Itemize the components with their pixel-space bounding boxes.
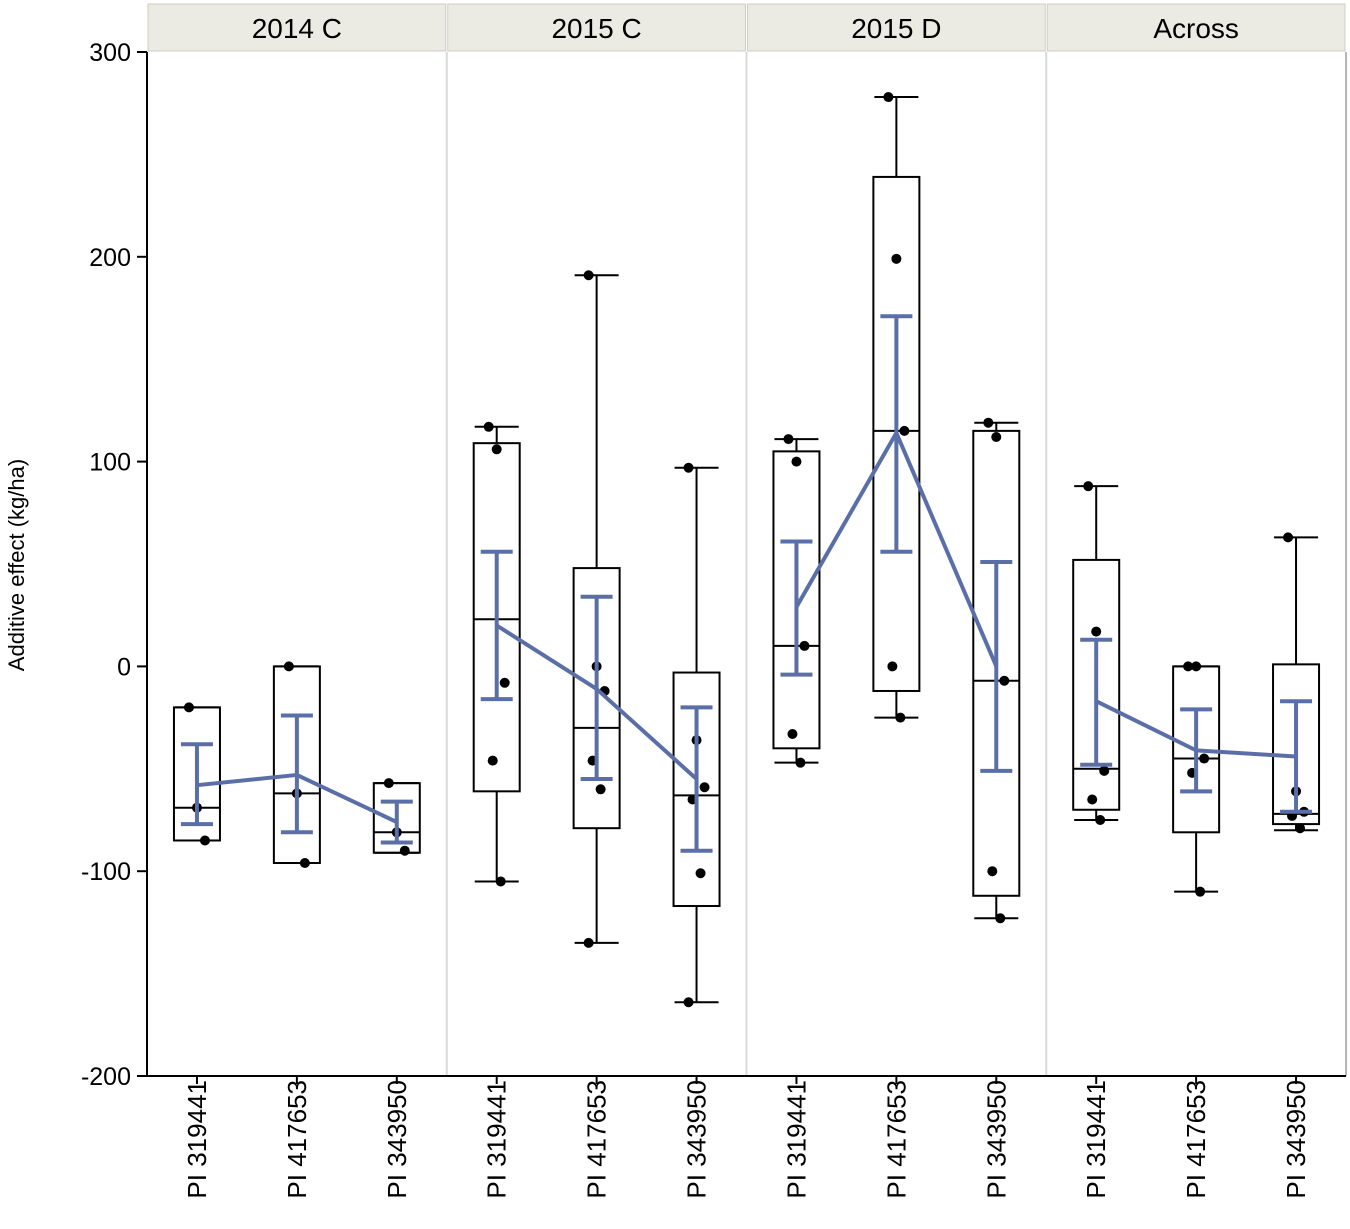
data-point: [1087, 794, 1098, 805]
x-tick-label: PI 417653: [881, 1080, 911, 1199]
data-point: [699, 782, 710, 793]
y-tick-label: -200: [81, 1063, 131, 1091]
data-point: [795, 757, 806, 768]
data-point: [883, 92, 894, 103]
data-point: [499, 677, 510, 688]
y-tick-label: 0: [117, 653, 131, 681]
data-point: [887, 661, 898, 672]
data-point: [1095, 815, 1106, 825]
y-tick-label: 100: [89, 449, 131, 477]
data-point: [695, 868, 706, 879]
box: [272, 665, 321, 865]
x-tick-label: PI 319441: [482, 1080, 512, 1199]
y-axis-title: Additive effect (kg/ha): [4, 459, 29, 671]
data-point: [899, 425, 910, 436]
mean-line: [1095, 699, 1297, 759]
x-tick-label: PI 343950: [981, 1080, 1011, 1199]
panel-strips: 2014 C 2015 C 2015 D Across: [147, 3, 1346, 52]
data-point: [595, 784, 606, 795]
data-point: [383, 778, 394, 789]
data-point: [683, 997, 694, 1008]
data-point: [999, 675, 1010, 686]
x-tick-label: PI 417653: [582, 1080, 612, 1199]
x-tick-label: PI 343950: [382, 1080, 412, 1199]
mean-line: [495, 623, 698, 781]
mean-overlay: [180, 314, 1313, 853]
mean-line: [794, 430, 999, 668]
panel-strip: [1046, 3, 1346, 52]
box: [972, 429, 1021, 897]
data-point: [483, 421, 494, 432]
box: [372, 782, 421, 854]
data-point: [799, 640, 810, 651]
data-point: [1099, 765, 1110, 776]
panel-label: 2015 D: [851, 13, 941, 44]
data-point: [283, 661, 294, 672]
panel-strip: [147, 3, 447, 52]
x-tick-label: PI 343950: [1281, 1080, 1311, 1199]
box: [672, 671, 721, 908]
x-tick-label: PI 417653: [1181, 1080, 1211, 1199]
data-point: [299, 858, 310, 869]
y-axis-ticks: 300 200 100 0 -100 -200: [81, 39, 147, 1091]
data-point: [491, 444, 502, 455]
y-tick-label: 200: [89, 244, 131, 272]
data-point: [895, 712, 906, 723]
mean-line: [196, 772, 398, 824]
data-point: [791, 456, 802, 467]
box: [172, 706, 221, 842]
data-point: [1199, 753, 1210, 764]
data-point: [1191, 661, 1202, 672]
y-tick-label: 300: [89, 39, 131, 67]
data-point: [787, 728, 798, 739]
data-point: [987, 866, 998, 877]
panel-strip: [747, 3, 1046, 52]
data-point: [891, 253, 902, 264]
data-point: [199, 835, 210, 846]
box: [1272, 663, 1321, 826]
y-tick-label: -100: [81, 858, 131, 886]
data-point: [183, 702, 194, 713]
data-point: [583, 937, 594, 948]
panel-strip: [447, 3, 746, 52]
data-point: [1283, 532, 1294, 543]
data-point: [495, 876, 506, 887]
data-point: [991, 432, 1002, 443]
data-point: [983, 417, 994, 428]
panel-label: 2015 C: [551, 13, 641, 44]
x-axis-ticks: PI 319441 PI 417653 PI 343950 PI 319441 PI 4…: [182, 1076, 1311, 1199]
data-point: [1295, 823, 1306, 834]
x-tick-label: PI 319441: [781, 1080, 811, 1199]
data-point: [487, 755, 498, 766]
panel-label: 2014 C: [252, 13, 342, 44]
axes: [146, 52, 1346, 1077]
box: [1072, 558, 1121, 811]
data-point: [683, 462, 694, 473]
data-point: [783, 434, 794, 445]
data-point: [995, 913, 1006, 924]
data-point: [583, 270, 594, 281]
box: [872, 175, 921, 692]
x-tick-label: PI 319441: [1081, 1080, 1111, 1199]
x-tick-label: PI 417653: [282, 1080, 312, 1199]
data-point: [1195, 886, 1206, 897]
box: [572, 567, 621, 830]
panel-label: Across: [1153, 13, 1239, 44]
box: [472, 442, 521, 793]
data-point: [1091, 626, 1102, 637]
x-tick-label: PI 343950: [682, 1080, 712, 1199]
data-point: [399, 845, 410, 856]
data-point: [1183, 661, 1194, 672]
box: [772, 450, 821, 750]
x-tick-label: PI 319441: [182, 1080, 212, 1199]
panel-dividers: [445, 52, 1347, 1076]
data-point: [1083, 481, 1094, 492]
box-plots: [172, 96, 1321, 1004]
